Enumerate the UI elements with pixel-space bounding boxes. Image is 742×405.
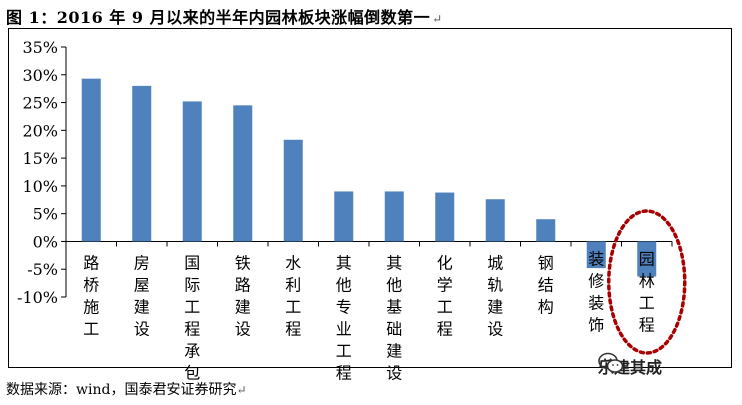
bar-3	[182, 101, 202, 242]
x-category-label: 国	[184, 253, 200, 272]
x-category-label: 工	[83, 319, 99, 338]
x-category-label: 设	[487, 319, 503, 338]
y-tick-label: 30%	[22, 66, 58, 85]
x-category-label: 化	[437, 253, 453, 272]
x-category-label: 建	[386, 341, 402, 360]
bar-11	[586, 241, 606, 269]
watermark: 乐建其成	[598, 352, 730, 380]
chart-title-text: 图 1：2016 年 9 月以来的半年内园林板块涨幅倒数第一	[6, 8, 431, 27]
title-return-mark: ↵	[432, 12, 443, 26]
x-category-label: 房	[134, 253, 150, 272]
x-category-label: 其	[386, 253, 402, 272]
x-category-label: 装	[588, 293, 604, 312]
y-tick-label: 0%	[33, 232, 58, 251]
x-category-label: 轨	[487, 275, 503, 294]
x-category-label: 工	[336, 341, 352, 360]
bar-8	[435, 192, 455, 242]
x-category-label: 装	[588, 249, 604, 268]
x-category-label: 路	[83, 253, 99, 272]
x-category-label: 程	[336, 363, 352, 382]
x-category-label: 利	[285, 275, 301, 294]
bar-9	[485, 199, 505, 242]
x-category-label: 工	[285, 297, 301, 316]
bar-1	[81, 78, 101, 242]
x-category-label: 程	[437, 319, 453, 338]
x-category-label: 设	[386, 363, 402, 382]
x-category-label: 他	[336, 275, 352, 294]
chart-title: 图 1：2016 年 9 月以来的半年内园林板块涨幅倒数第一 ↵	[6, 4, 443, 28]
y-tick-label: 20%	[22, 121, 58, 140]
x-category-label: 林	[639, 271, 655, 290]
bar-10	[536, 219, 556, 242]
x-category-label: 铁	[235, 253, 251, 272]
bar-7	[384, 191, 404, 242]
x-category-label: 建	[134, 297, 150, 316]
x-category-label: 程	[639, 315, 655, 334]
x-category-label: 水	[285, 253, 301, 272]
bar-6	[334, 191, 354, 242]
y-tick-label: 15%	[22, 149, 58, 168]
x-category-label: 专	[336, 297, 352, 316]
x-category-label: 桥	[83, 275, 99, 294]
bar-2	[132, 85, 152, 242]
x-category-label: 其	[336, 253, 352, 272]
x-category-label: 修	[588, 271, 604, 290]
x-category-label: 学	[437, 275, 453, 294]
x-category-label: 构	[538, 297, 554, 316]
x-category-label: 承	[184, 341, 200, 360]
x-category-label: 际	[184, 275, 200, 294]
bar-4	[233, 105, 253, 242]
x-category-label: 他	[386, 275, 402, 294]
wechat-icon	[598, 352, 624, 373]
y-tick-label: 25%	[22, 94, 58, 113]
x-category-label: 程	[285, 319, 301, 338]
x-category-label: 业	[336, 319, 352, 338]
y-tick-label: 10%	[22, 177, 58, 196]
x-category-label: 础	[386, 319, 402, 338]
x-category-label: 基	[386, 297, 402, 316]
x-category-label: 包	[184, 363, 200, 382]
x-category-label: 屋	[134, 275, 150, 294]
x-category-label: 建	[235, 297, 251, 316]
x-category-label: 饰	[588, 315, 604, 334]
y-tick-label: -10%	[17, 288, 58, 307]
x-category-label: 城	[487, 253, 503, 272]
x-category-label: 园	[639, 249, 655, 268]
x-category-label: 路	[235, 275, 251, 294]
x-category-label: 建	[487, 297, 503, 316]
y-tick-label: 35%	[22, 38, 58, 57]
chart-frame	[8, 28, 732, 368]
x-category-label: 工	[639, 293, 655, 312]
bar-12	[637, 241, 657, 277]
x-category-label: 结	[538, 275, 554, 294]
x-category-label: 设	[235, 319, 251, 338]
x-category-label: 施	[83, 297, 99, 316]
x-category-label: 钢	[538, 253, 554, 272]
data-source: 数据来源：wind，国泰君安证券研究↵	[6, 379, 247, 399]
x-category-label: 程	[184, 319, 200, 338]
data-source-text: 数据来源：wind，国泰君安证券研究	[6, 382, 237, 398]
x-category-label: 工	[437, 297, 453, 316]
y-tick-label: 5%	[33, 205, 58, 224]
x-category-label: 设	[134, 319, 150, 338]
source-return-mark: ↵	[236, 383, 247, 397]
bar-5	[283, 139, 303, 242]
highlight-ellipse	[607, 209, 687, 355]
x-category-label: 工	[184, 297, 200, 316]
y-tick-label: -5%	[27, 260, 58, 279]
